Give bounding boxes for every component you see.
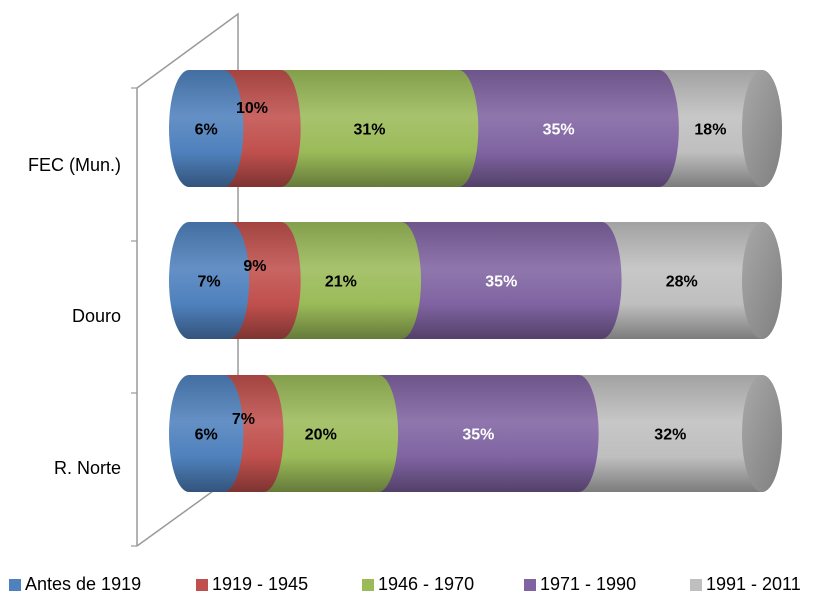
legend-swatch <box>196 578 208 591</box>
bar-segment <box>438 70 679 187</box>
data-label: 6% <box>195 427 218 444</box>
data-label: 32% <box>654 427 686 444</box>
cylinder-end-cap <box>742 70 782 187</box>
legend-swatch <box>690 578 702 591</box>
legend-label: Antes de 1919 <box>25 574 142 594</box>
bar-segment <box>581 222 783 340</box>
legend: Antes de 1919 1919 - 1945 1946 - 1970 1971 … <box>0 574 819 598</box>
bar-row: 6% 7% 20% 35% 32% <box>169 375 782 492</box>
legend-label: 1919 - 1945 <box>212 574 309 594</box>
category-label: Douro <box>72 306 121 326</box>
data-label: 28% <box>666 274 698 291</box>
data-label: 35% <box>462 427 494 444</box>
category-label: FEC (Mun.) <box>28 155 121 175</box>
data-label: 9% <box>243 258 266 275</box>
bar-segment <box>260 70 479 187</box>
legend-swatch <box>9 578 21 591</box>
data-label: 35% <box>485 274 517 291</box>
data-label: 7% <box>197 274 220 291</box>
bar-segment <box>169 70 244 187</box>
legend-label: 1971 - 1990 <box>540 574 637 594</box>
legend-item: 1946 - 1970 <box>362 574 474 595</box>
legend-swatch <box>524 578 536 591</box>
data-label: 20% <box>305 427 337 444</box>
bar-segment <box>169 375 244 492</box>
cylinder-end-cap <box>742 222 782 339</box>
bar-segment <box>169 222 250 340</box>
bar-segment <box>260 222 422 340</box>
legend-label: 1946 - 1970 <box>378 574 475 594</box>
legend-item: 1971 - 1990 <box>524 574 636 595</box>
data-label: 10% <box>236 100 268 117</box>
data-label: 7% <box>232 411 255 428</box>
legend-item: Antes de 1919 <box>9 574 141 595</box>
data-label: 18% <box>694 122 726 139</box>
legend-swatch <box>362 578 374 591</box>
cylinder-end-cap <box>742 375 782 492</box>
bar-segment <box>558 375 782 492</box>
category-label: R. Norte <box>54 458 121 478</box>
bar-segment <box>243 375 399 492</box>
bar-row: 7% 9% 21% 35% 28% <box>169 222 783 340</box>
data-label: 21% <box>325 274 357 291</box>
data-label: 6% <box>195 122 218 139</box>
bar-segment <box>381 222 622 340</box>
stacked-cylinder-bar-chart: 6% 10% 31% 35% 18% 7% 9% 21% 35% 28% 6% 7% 20% 35% 32%… <box>28 12 783 547</box>
legend-item: 1991 - 2011 <box>690 574 801 595</box>
bars-group: 6% 10% 31% 35% 18% 7% 9% 21% 35% 28% 6% 7% 20% 35% 32% <box>169 70 783 492</box>
bar-segment <box>358 375 599 492</box>
legend-item: 1919 - 1945 <box>196 574 308 595</box>
data-label: 31% <box>353 122 385 139</box>
bar-row: 6% 10% 31% 35% 18% <box>169 70 783 187</box>
data-label: 35% <box>543 122 575 139</box>
legend-label: 1991 - 2011 <box>706 574 801 594</box>
category-labels: FEC (Mun.) Douro R. Norte <box>28 155 121 478</box>
